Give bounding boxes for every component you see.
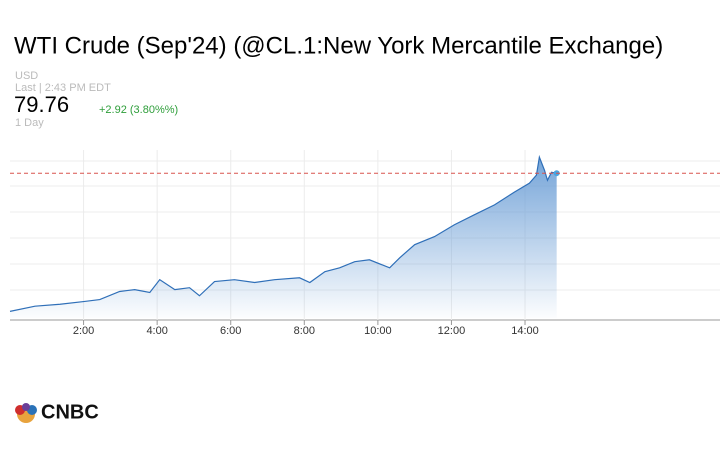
range: 1 Day xyxy=(15,117,44,129)
logo-text: CNBC xyxy=(41,401,99,423)
x-tick-label: 14:00 xyxy=(511,325,539,337)
line xyxy=(9,154,557,312)
x-tick-label: 4:00 xyxy=(146,325,167,337)
logo-icon xyxy=(22,403,30,411)
x-tick-label: 2:00 xyxy=(73,325,94,337)
price: 79.76 xyxy=(14,92,69,117)
x-tick-label: 12:00 xyxy=(438,325,466,337)
last-time: Last | 2:43 PM EDT xyxy=(15,82,111,94)
chart-title: WTI Crude (Sep'24) (@CL.1:New York Merca… xyxy=(14,32,663,59)
logo: CNBC xyxy=(15,401,99,423)
x-tick-label: 6:00 xyxy=(220,325,241,337)
currency: USD xyxy=(15,70,38,82)
x-tick-label: 8:00 xyxy=(294,325,315,337)
x-tick-label: 10:00 xyxy=(364,325,392,337)
area xyxy=(10,157,557,318)
change: +2.92 (3.80%%) xyxy=(99,104,178,116)
